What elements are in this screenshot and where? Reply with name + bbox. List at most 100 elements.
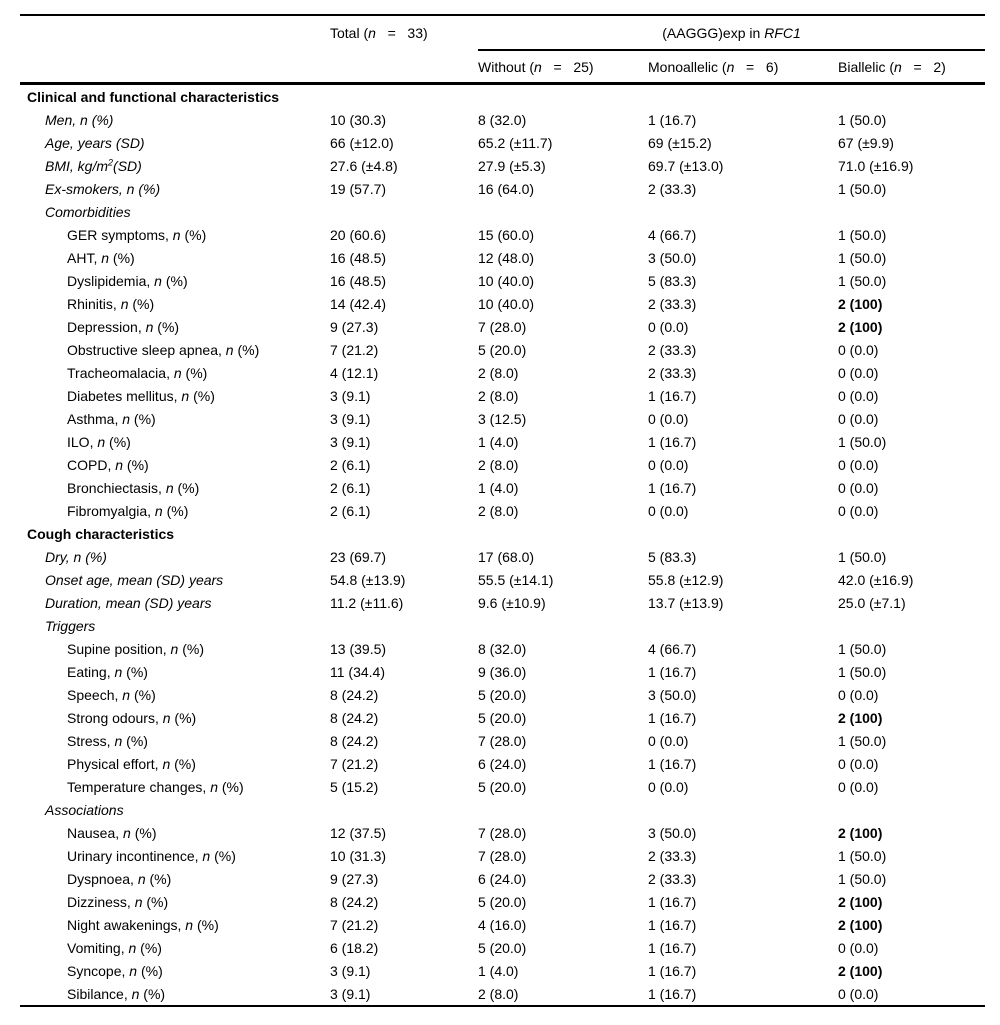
- value-cell: 2 (33.3): [648, 870, 697, 887]
- header-row-subcolumns: Without (n = 25) Monoallelic (n = 6) Bia…: [20, 50, 986, 85]
- value-cell: 0 (0.0): [648, 502, 689, 519]
- value-cell: 3 (50.0): [648, 249, 697, 266]
- value-cell: 0 (0.0): [838, 341, 879, 358]
- value-cell: 7 (21.2): [330, 341, 379, 358]
- row-label: Urinary incontinence, n (%): [67, 847, 236, 864]
- value-cell: 1 (50.0): [838, 548, 887, 565]
- value-cell: 17 (68.0): [478, 548, 535, 565]
- value-cell: 2 (100): [838, 824, 883, 841]
- value-cell: 0 (0.0): [838, 502, 879, 519]
- table-row: Urinary incontinence, n (%) 10 (31.3) 7 (2…: [20, 844, 985, 867]
- row-label: Temperature changes, n (%): [67, 778, 244, 795]
- table-row: Cough characteristics: [20, 522, 985, 545]
- value-cell: 6 (24.0): [478, 755, 527, 772]
- table-row: Duration, mean (SD) years 11.2 (±11.6) 9.6…: [20, 591, 985, 614]
- table-row: Depression, n (%) 9 (27.3) 7 (28.0) 0 (0.0)…: [20, 315, 985, 338]
- value-cell: 2 (33.3): [648, 364, 697, 381]
- value-cell: 27.9 (±5.3): [478, 157, 546, 174]
- row-label: Obstructive sleep apnea, n (%): [67, 341, 260, 358]
- row-label: Dry, n (%): [45, 548, 107, 565]
- row-label: Dyspnoea, n (%): [67, 870, 172, 887]
- value-cell: [648, 200, 838, 223]
- value-cell: 8 (24.2): [330, 893, 379, 910]
- value-cell: 0 (0.0): [838, 410, 879, 427]
- table-row: Fibromyalgia, n (%) 2 (6.1) 2 (8.0) 0 (0.0)…: [20, 499, 985, 522]
- value-cell: 7 (21.2): [330, 755, 379, 772]
- value-cell: 8 (32.0): [478, 111, 527, 128]
- value-cell: 1 (4.0): [478, 433, 519, 450]
- value-cell: 1 (4.0): [478, 962, 519, 979]
- table-row: Tracheomalacia, n (%) 4 (12.1) 2 (8.0) 2 (3…: [20, 361, 985, 384]
- value-cell: 1 (16.7): [648, 479, 697, 496]
- value-cell: 0 (0.0): [838, 985, 879, 1002]
- value-cell: 12 (37.5): [330, 824, 387, 841]
- table-row: Bronchiectasis, n (%) 2 (6.1) 1 (4.0) 1 (16…: [20, 476, 985, 499]
- value-cell: 1 (50.0): [838, 732, 887, 749]
- value-cell: 3 (12.5): [478, 410, 527, 427]
- table-row: Sibilance, n (%) 3 (9.1) 2 (8.0) 1 (16.7) 0 …: [20, 982, 985, 1006]
- row-label: Tracheomalacia, n (%): [67, 364, 208, 381]
- value-cell: 5 (20.0): [478, 341, 527, 358]
- row-label: GER symptoms, n (%): [67, 226, 207, 243]
- value-cell: [648, 522, 838, 545]
- value-cell: 2 (33.3): [648, 180, 697, 197]
- row-label: Fibromyalgia, n (%): [67, 502, 189, 519]
- table-row: Clinical and functional characteristics: [20, 84, 985, 109]
- value-cell: 1 (16.7): [648, 893, 697, 910]
- row-label: Age, years (SD): [45, 134, 145, 151]
- table-row: Onset age, mean (SD) years 54.8 (±13.9) 55…: [20, 568, 985, 591]
- value-cell: [330, 200, 478, 223]
- row-label: Dyslipidemia, n (%): [67, 272, 188, 289]
- value-cell: 5 (15.2): [330, 778, 379, 795]
- value-cell: 2 (6.1): [330, 502, 371, 519]
- row-label: BMI, kg/m2(SD): [45, 156, 142, 174]
- value-cell: 1 (50.0): [838, 226, 887, 243]
- value-cell: 3 (9.1): [330, 433, 371, 450]
- value-cell: 1 (16.7): [648, 111, 697, 128]
- value-cell: 5 (83.3): [648, 548, 697, 565]
- value-cell: [330, 798, 478, 821]
- value-cell: 4 (66.7): [648, 640, 697, 657]
- value-cell: 2 (33.3): [648, 847, 697, 864]
- value-cell: 9 (27.3): [330, 870, 379, 887]
- value-cell: 69.7 (±13.0): [648, 157, 724, 174]
- value-cell: 69 (±15.2): [648, 134, 712, 151]
- value-cell: 0 (0.0): [838, 939, 879, 956]
- value-cell: [648, 614, 838, 637]
- table-row: GER symptoms, n (%) 20 (60.6) 15 (60.0) 4 (…: [20, 223, 985, 246]
- table-row: ILO, n (%) 3 (9.1) 1 (4.0) 1 (16.7) 1 (50.0): [20, 430, 985, 453]
- row-label: Speech, n (%): [67, 686, 156, 703]
- value-cell: 5 (20.0): [478, 893, 527, 910]
- table-row: Nausea, n (%) 12 (37.5) 7 (28.0) 3 (50.0) 2 …: [20, 821, 985, 844]
- value-cell: 5 (20.0): [478, 686, 527, 703]
- value-cell: 3 (9.1): [330, 387, 371, 404]
- row-label: Asthma, n (%): [67, 410, 156, 427]
- value-cell: 7 (21.2): [330, 916, 379, 933]
- value-cell: 5 (20.0): [478, 709, 527, 726]
- table-row: Men, n (%) 10 (30.3) 8 (32.0) 1 (16.7) 1 (50…: [20, 108, 985, 131]
- value-cell: 1 (50.0): [838, 663, 887, 680]
- value-cell: 0 (0.0): [838, 755, 879, 772]
- table-row: Dry, n (%) 23 (69.7) 17 (68.0) 5 (83.3) 1 (5…: [20, 545, 985, 568]
- value-cell: 1 (16.7): [648, 433, 697, 450]
- row-label: Depression, n (%): [67, 318, 180, 335]
- value-cell: 7 (28.0): [478, 824, 527, 841]
- row-label: Duration, mean (SD) years: [45, 594, 212, 611]
- row-label: Clinical and functional characteristics: [27, 88, 280, 105]
- row-label: Associations: [45, 801, 124, 818]
- value-cell: 1 (50.0): [838, 272, 887, 289]
- value-cell: 2 (100): [838, 709, 883, 726]
- value-cell: [330, 522, 478, 545]
- value-cell: 1 (16.7): [648, 939, 697, 956]
- row-label: Comorbidities: [45, 203, 131, 220]
- table-row: Night awakenings, n (%) 7 (21.2) 4 (16.0) 1…: [20, 913, 985, 936]
- row-label: Night awakenings, n (%): [67, 916, 219, 933]
- table-row: Eating, n (%) 11 (34.4) 9 (36.0) 1 (16.7) 1 …: [20, 660, 985, 683]
- value-cell: 3 (50.0): [648, 824, 697, 841]
- value-cell: 0 (0.0): [648, 732, 689, 749]
- value-cell: 1 (4.0): [478, 479, 519, 496]
- row-label: Physical effort, n (%): [67, 755, 196, 772]
- row-label: Vomiting, n (%): [67, 939, 162, 956]
- table-row: Strong odours, n (%) 8 (24.2) 5 (20.0) 1 (1…: [20, 706, 985, 729]
- value-cell: 12 (48.0): [478, 249, 535, 266]
